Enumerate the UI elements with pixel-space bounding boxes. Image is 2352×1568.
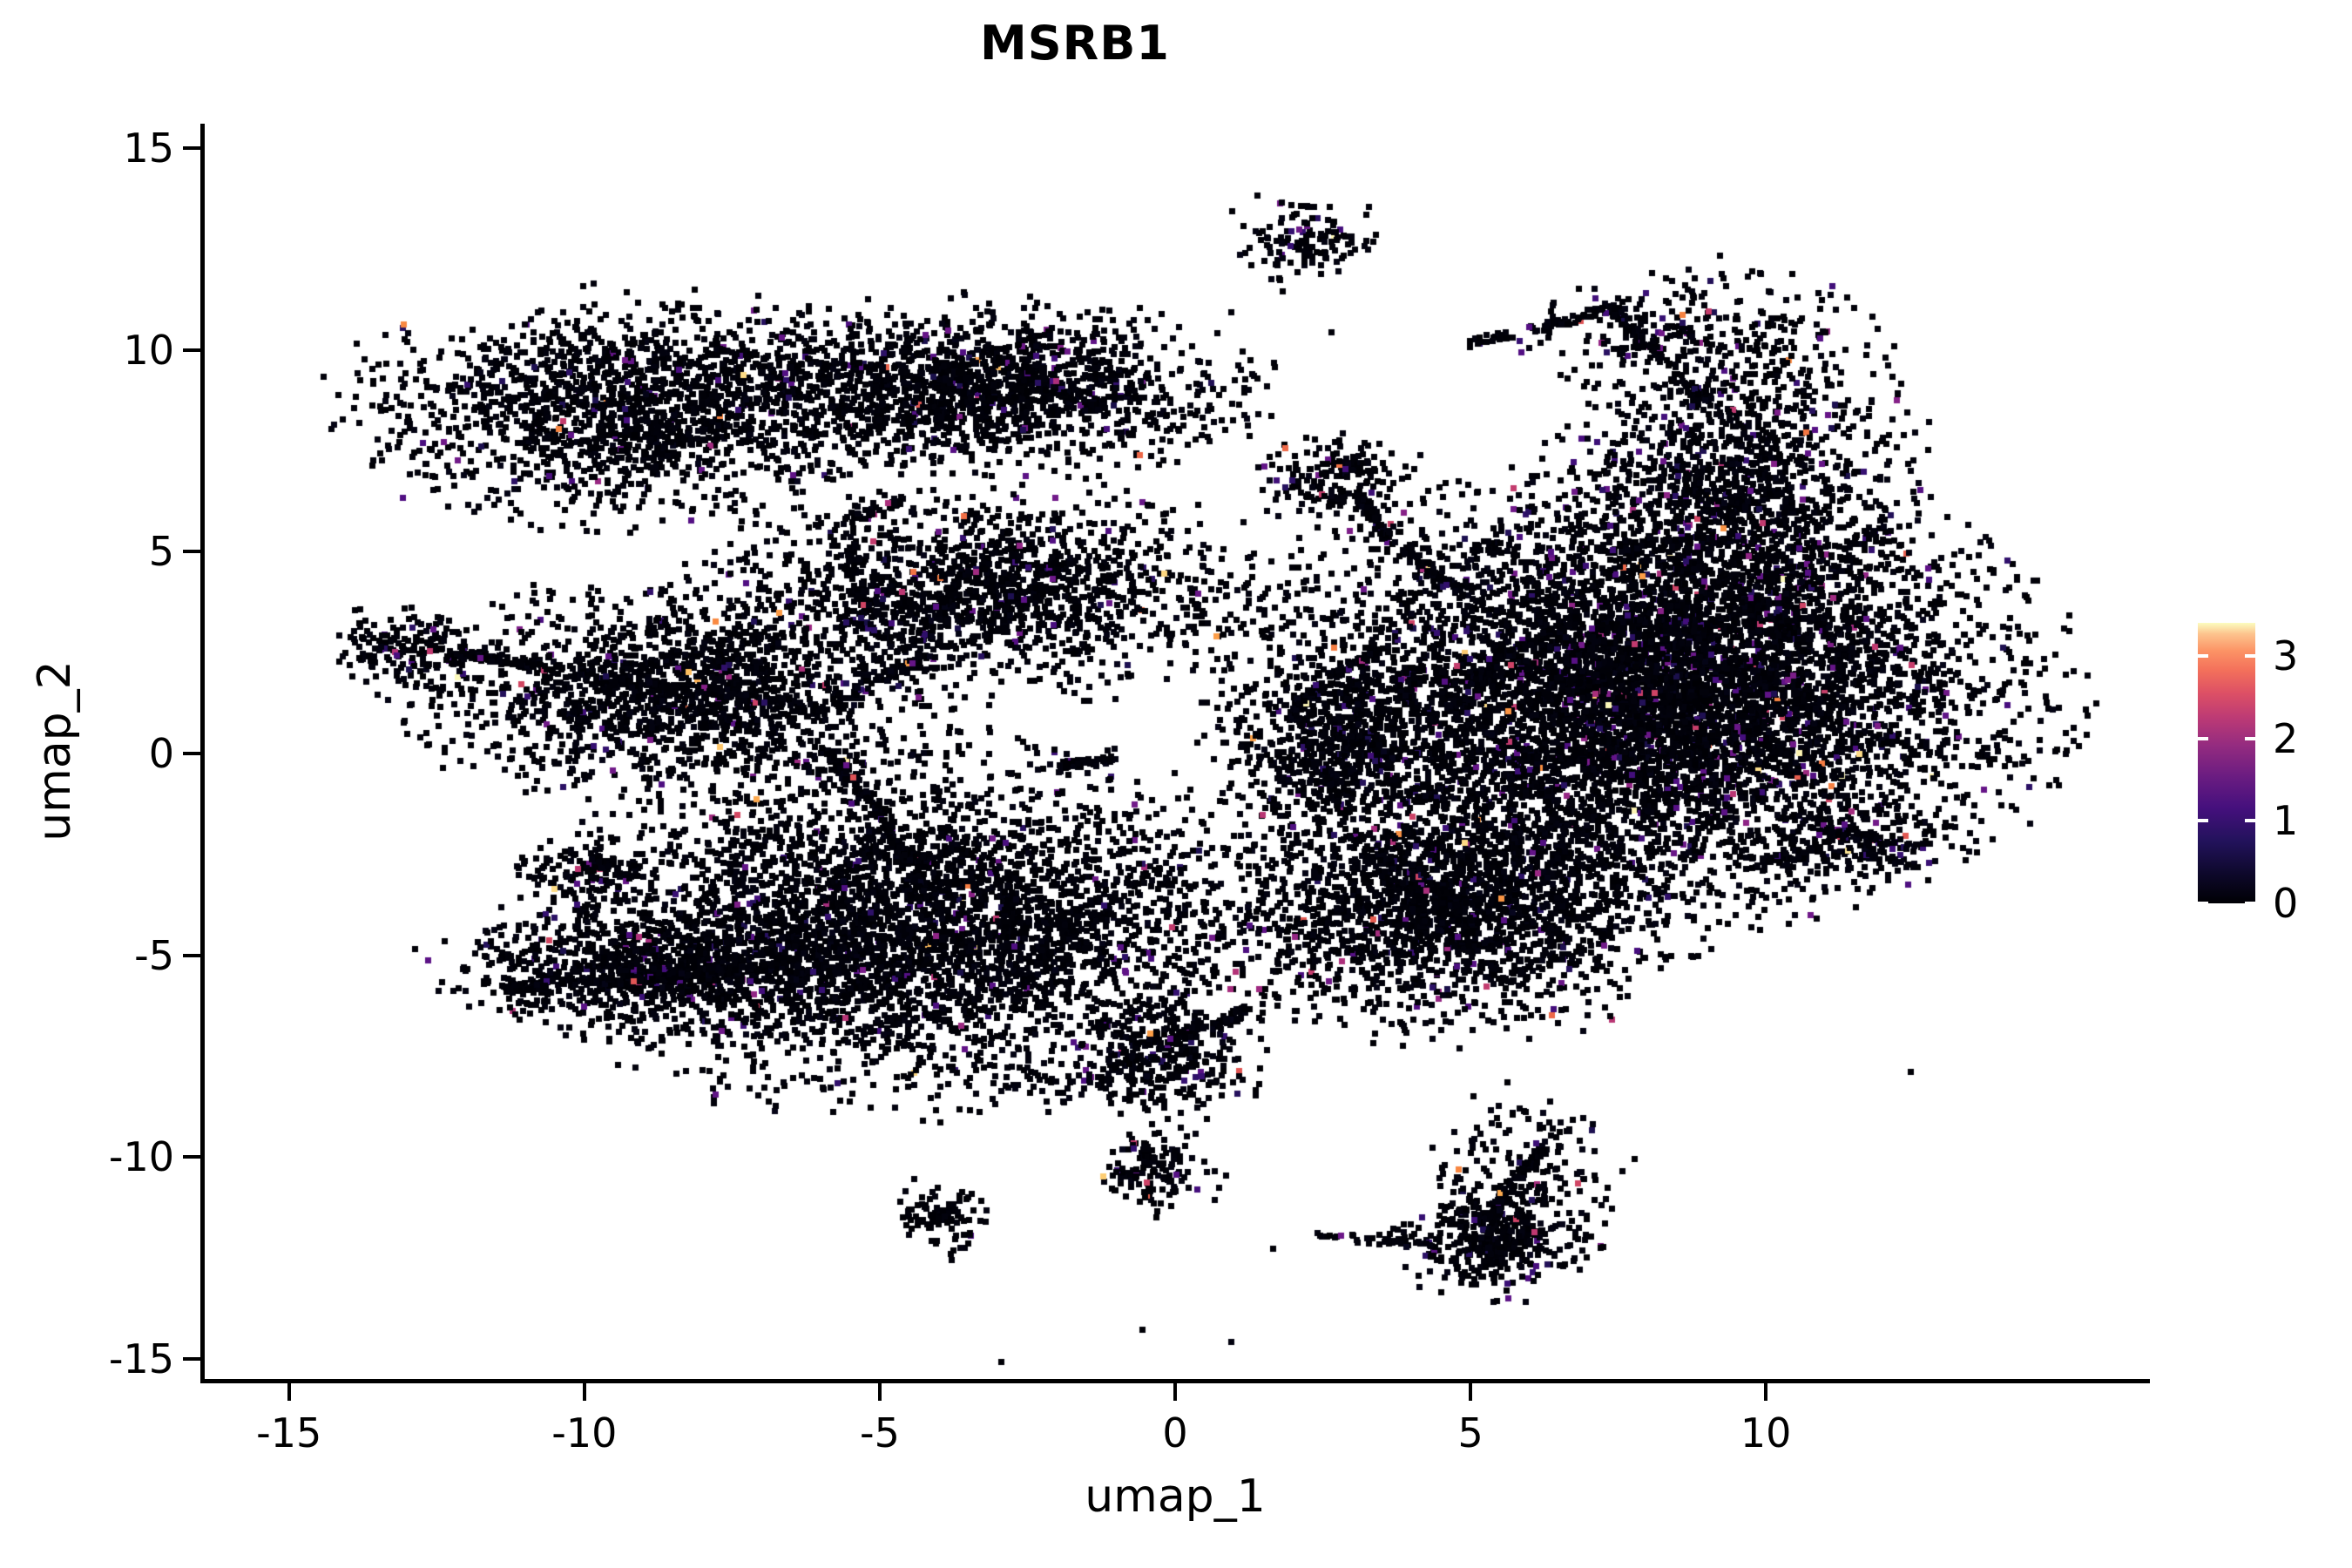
colorbar-tick-mark [2245,653,2255,658]
x-tick-mark [1469,1383,1473,1401]
y-tick-mark [183,1155,200,1159]
x-tick-label: 5 [1457,1409,1484,1456]
scatter-plot-canvas [200,124,2150,1383]
y-tick-mark [183,1357,200,1362]
x-tick-label: -15 [256,1409,322,1456]
y-tick-mark [183,752,200,755]
colorbar-tick-mark [2245,736,2255,740]
y-tick-label: 15 [123,124,174,172]
colorbar-tick-label: 3 [2273,632,2299,679]
y-axis-spine [200,124,205,1383]
y-tick-label: 0 [148,730,174,777]
x-axis-spine [200,1379,2150,1383]
x-tick-mark [1173,1383,1177,1401]
x-tick-mark [287,1383,291,1401]
y-tick-label: 10 [123,326,174,374]
y-tick-mark [183,953,200,957]
y-tick-mark [183,145,200,150]
y-tick-label: -15 [108,1335,174,1383]
colorbar: 0 1 2 3 [2198,623,2298,927]
x-tick-label: -10 [551,1409,618,1456]
x-axis-label: umap_1 [1085,1470,1266,1523]
x-tick-label: 0 [1162,1409,1188,1456]
y-tick-label: -10 [108,1133,174,1181]
x-tick-label: 10 [1740,1409,1792,1456]
x-tick-label: -5 [859,1409,900,1456]
colorbar-tick-mark [2198,902,2208,905]
colorbar-tick-label: 2 [2273,714,2299,762]
colorbar-tick-mark [2245,819,2255,823]
y-tick-mark [183,550,200,554]
colorbar-tick-mark [2198,653,2208,658]
y-axis-label: umap_2 [29,660,81,841]
colorbar-tick-mark [2245,902,2255,905]
colorbar-tick-label: 1 [2273,797,2299,845]
colorbar-tick-label: 0 [2273,880,2299,927]
y-tick-label: -5 [134,931,174,979]
colorbar-tick-mark [2198,819,2208,823]
y-tick-mark [183,348,200,352]
y-tick-label: 5 [148,528,174,576]
x-tick-mark [582,1383,586,1401]
x-tick-mark [877,1383,882,1401]
colorbar-gradient [2198,623,2255,903]
page-title: MSRB1 [980,16,1170,71]
x-tick-mark [1764,1383,1768,1401]
colorbar-tick-mark [2198,736,2208,740]
plot-axes: -15 -10 -5 0 5 10 15 -15 -10 -5 0 5 10 [109,124,2150,1456]
